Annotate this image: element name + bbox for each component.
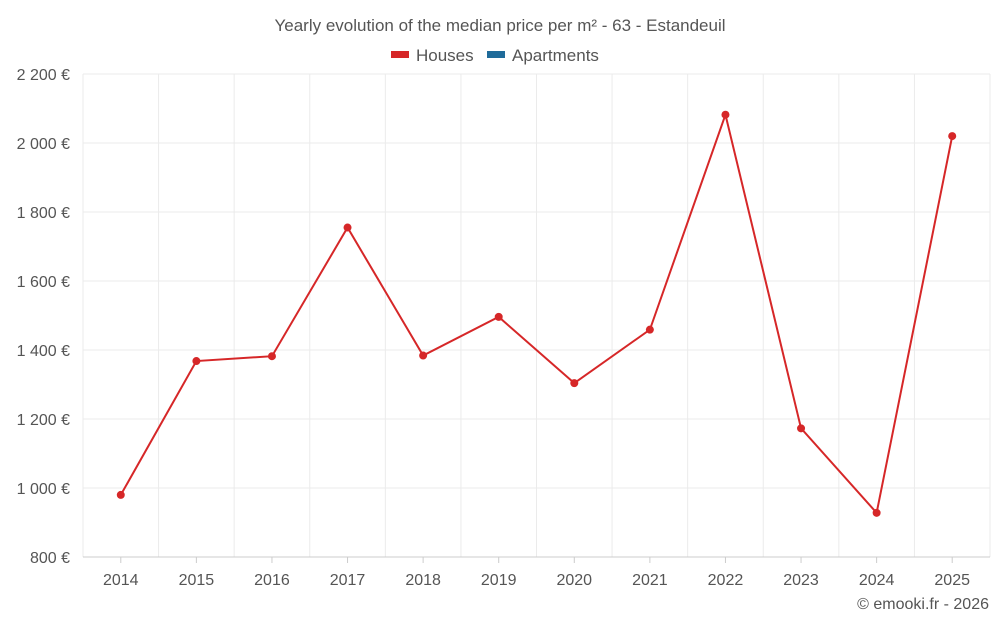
grid xyxy=(82,73,991,557)
chart-title: Yearly evolution of the median price per… xyxy=(274,16,725,35)
x-tick-label: 2023 xyxy=(783,572,819,589)
y-tick-label: 1 600 € xyxy=(17,274,70,291)
data-point-houses-2015[interactable] xyxy=(192,357,201,366)
legend: Houses Apartments xyxy=(391,46,599,65)
x-tick-label: 2021 xyxy=(632,572,668,589)
data-point-houses-2022[interactable] xyxy=(721,110,730,119)
legend-label-apartments: Apartments xyxy=(512,46,599,65)
x-axis-ticks: 2014 2015 2016 2017 2018 2019 2020 2021 2022 2023… xyxy=(103,572,970,589)
credit-text[interactable]: © emooki.fr - 2026 xyxy=(857,596,989,613)
data-point-houses-2025[interactable] xyxy=(948,132,957,141)
x-tick-label: 2014 xyxy=(103,572,139,589)
y-tick-label: 1 400 € xyxy=(17,343,70,360)
x-tick-label: 2020 xyxy=(556,572,592,589)
data-point-houses-2018[interactable] xyxy=(419,351,428,360)
data-point-houses-2017[interactable] xyxy=(343,223,352,232)
y-axis-ticks: 800 € 1 000 € 1 200 € 1 400 € 1 600 € 1 800 €… xyxy=(17,67,70,567)
x-tick-label: 2018 xyxy=(405,572,441,589)
x-tick-label: 2015 xyxy=(179,572,215,589)
axes xyxy=(83,556,990,563)
legend-swatch-apartments xyxy=(487,51,505,58)
y-tick-label: 1 800 € xyxy=(17,205,70,222)
legend-item-houses[interactable]: Houses xyxy=(391,46,474,65)
y-tick-label: 2 200 € xyxy=(17,67,70,84)
data-point-houses-2024[interactable] xyxy=(872,508,881,517)
data-point-houses-2023[interactable] xyxy=(797,424,806,433)
data-point-houses-2020[interactable] xyxy=(570,379,579,388)
y-tick-label: 800 € xyxy=(30,550,70,567)
y-tick-label: 1 000 € xyxy=(17,481,70,498)
series-line-houses xyxy=(119,111,954,515)
legend-item-apartments[interactable]: Apartments xyxy=(487,46,599,65)
legend-label-houses: Houses xyxy=(416,46,474,65)
data-point-houses-2016[interactable] xyxy=(267,352,276,361)
y-tick-label: 2 000 € xyxy=(17,136,70,153)
x-tick-label: 2019 xyxy=(481,572,517,589)
x-tick-label: 2017 xyxy=(330,572,366,589)
x-tick-label: 2025 xyxy=(934,572,970,589)
data-point-houses-2019[interactable] xyxy=(494,312,503,321)
data-point-houses-2014[interactable] xyxy=(116,490,125,499)
x-tick-label: 2022 xyxy=(708,572,744,589)
series xyxy=(116,110,957,517)
x-tick-label: 2024 xyxy=(859,572,895,589)
y-tick-label: 1 200 € xyxy=(17,412,70,429)
data-point-houses-2021[interactable] xyxy=(645,325,654,334)
x-tick-label: 2016 xyxy=(254,572,290,589)
legend-swatch-houses xyxy=(391,51,409,58)
